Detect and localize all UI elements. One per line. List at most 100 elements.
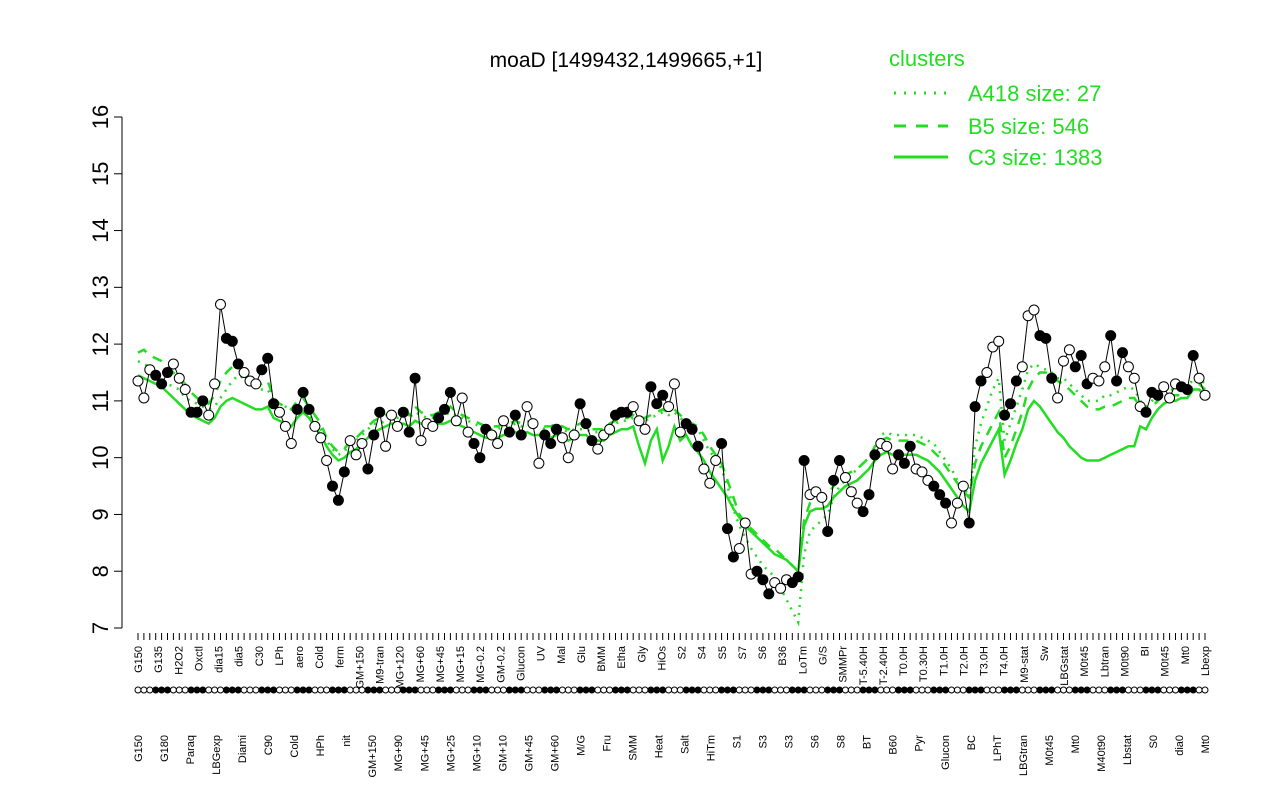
data-point bbox=[167, 358, 179, 370]
data-point bbox=[798, 455, 810, 466]
rug-marker bbox=[1195, 686, 1203, 694]
x-tick-label-top: MG-0.2 bbox=[475, 646, 487, 683]
x-tick-label-bottom: LBGtran bbox=[1018, 735, 1030, 776]
rug-marker bbox=[1077, 686, 1085, 694]
x-tick-label-bottom: S6 bbox=[810, 735, 822, 748]
x-tick-label-top: Gly bbox=[636, 646, 648, 663]
data-point bbox=[173, 372, 185, 384]
y-tick-label: 8 bbox=[88, 565, 113, 577]
data-point bbox=[391, 420, 403, 432]
data-point bbox=[503, 426, 515, 438]
x-tick-label-top: T2.0H bbox=[958, 646, 970, 676]
x-tick-label-top: G135 bbox=[153, 646, 165, 673]
x-tick-label-bottom: B60 bbox=[888, 735, 900, 755]
x-tick-label-top: SMMPr bbox=[838, 646, 850, 683]
rug-marker bbox=[140, 686, 148, 694]
rug-marker bbox=[930, 686, 938, 694]
rug-marker bbox=[1142, 686, 1150, 694]
data-point bbox=[1040, 332, 1052, 344]
data-point bbox=[527, 418, 539, 430]
x-tick-label-top: S7 bbox=[737, 646, 749, 659]
y-tick-label: 14 bbox=[88, 218, 113, 242]
rug-marker bbox=[600, 686, 608, 694]
x-tick-label-top: UV bbox=[536, 645, 548, 661]
data-point bbox=[262, 352, 274, 364]
data-point bbox=[751, 565, 763, 577]
x-tick-label-top: Glu bbox=[576, 646, 588, 663]
rug-marker bbox=[847, 686, 855, 694]
rug-marker bbox=[488, 686, 496, 694]
data-point bbox=[1158, 381, 1170, 393]
data-point bbox=[474, 452, 486, 464]
rug-marker bbox=[393, 686, 401, 694]
rug-marker bbox=[900, 686, 908, 694]
x-tick-label-bottom: MG+90 bbox=[393, 735, 405, 771]
data-point bbox=[893, 449, 904, 461]
x-tick-label-bottom: MG+10 bbox=[471, 735, 483, 771]
x-tick-label-bottom: M0t45 bbox=[1044, 735, 1056, 766]
data-point bbox=[203, 409, 215, 421]
x-tick-label-bottom: GM+45 bbox=[523, 735, 535, 771]
x-tick-label-bottom: Paraq bbox=[185, 735, 197, 764]
rug-marker bbox=[724, 686, 731, 694]
rug-marker bbox=[1177, 686, 1185, 694]
data-point bbox=[1075, 350, 1087, 361]
rug-marker bbox=[276, 686, 283, 694]
data-point bbox=[727, 551, 739, 563]
data-point bbox=[344, 435, 356, 447]
data-point bbox=[946, 517, 957, 529]
rug-marker bbox=[659, 686, 667, 694]
data-point bbox=[427, 420, 439, 432]
rug-marker bbox=[1189, 686, 1197, 694]
x-tick-label-top: LBGstat bbox=[1059, 646, 1071, 686]
data-point bbox=[839, 472, 851, 483]
rug-marker bbox=[800, 686, 808, 694]
expression-line bbox=[137, 304, 1206, 596]
data-point bbox=[845, 486, 857, 498]
data-point bbox=[999, 409, 1011, 421]
plot-frame bbox=[122, 117, 1220, 628]
data-point bbox=[757, 574, 769, 586]
chart-title: moaD [1499432,1499665,+1] bbox=[490, 49, 763, 72]
x-tick-label-top: T1.0H bbox=[938, 646, 950, 676]
rug-marker bbox=[323, 686, 331, 694]
data-point bbox=[1140, 406, 1152, 418]
rug-marker bbox=[358, 686, 366, 694]
x-tick-label-bottom: GM+60 bbox=[549, 735, 561, 771]
x-tick-label-top: M0t90 bbox=[1120, 646, 1132, 677]
y-tick-label: 13 bbox=[88, 275, 113, 299]
data-point bbox=[904, 440, 916, 452]
rug-marker bbox=[1065, 686, 1073, 694]
data-point bbox=[969, 401, 981, 413]
rug-marker bbox=[777, 686, 785, 694]
data-point bbox=[586, 435, 598, 447]
rug-marker bbox=[936, 686, 944, 694]
x-tick-label-bottom: GM+10 bbox=[497, 735, 509, 771]
rug-marker bbox=[995, 686, 1003, 694]
x-tick-label-bottom: S1 bbox=[732, 735, 744, 748]
data-point bbox=[456, 392, 468, 404]
rug-marker bbox=[293, 686, 301, 694]
rug-marker bbox=[706, 686, 714, 694]
data-points bbox=[132, 298, 1211, 600]
x-tick-label-top: MG+120 bbox=[395, 646, 407, 689]
data-point bbox=[704, 477, 716, 489]
data-point bbox=[521, 401, 533, 413]
rug-marker bbox=[1018, 686, 1026, 694]
x-tick-label-top: HiOs bbox=[656, 646, 668, 671]
data-point bbox=[1005, 398, 1016, 410]
x-tick-label-top: dia5 bbox=[234, 646, 246, 667]
data-point bbox=[386, 409, 397, 421]
rug-marker bbox=[169, 686, 177, 694]
data-point bbox=[1046, 372, 1058, 384]
rug-marker bbox=[228, 686, 236, 694]
data-point bbox=[138, 392, 150, 404]
data-point bbox=[1128, 372, 1140, 384]
data-point bbox=[1069, 361, 1081, 373]
data-point bbox=[1152, 389, 1164, 401]
data-point bbox=[515, 429, 527, 441]
rug-marker bbox=[942, 686, 950, 694]
rug-marker bbox=[1012, 686, 1020, 694]
y-tick-label: 15 bbox=[88, 162, 113, 186]
x-tick-label-bottom: Glucon bbox=[940, 735, 952, 770]
